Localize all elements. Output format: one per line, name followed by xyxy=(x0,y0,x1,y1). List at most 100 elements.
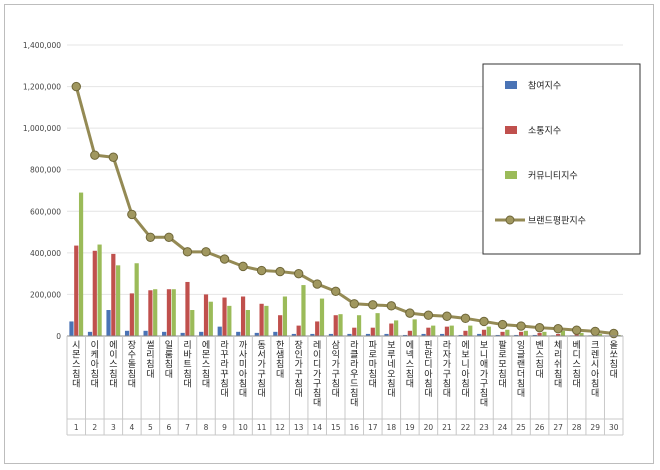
bar-커뮤니티지수-2 xyxy=(97,244,102,336)
y-tick-label: 1,200,000 xyxy=(23,83,61,92)
bar-커뮤니티지수-17 xyxy=(375,313,380,336)
bar-커뮤니티지수-16 xyxy=(356,315,362,336)
rank-label: 11 xyxy=(257,423,267,432)
bar-참여지수-23 xyxy=(477,333,482,336)
bar-소통지수-3 xyxy=(111,253,116,336)
legend-label: 참여지수 xyxy=(528,80,561,92)
y-tick-label: 1,400,000 xyxy=(23,41,61,50)
bar-커뮤니티지수-18 xyxy=(394,320,399,336)
bar-커뮤니티지수-9 xyxy=(227,305,232,336)
y-tick-label: 600,000 xyxy=(30,207,61,216)
bar-참여지수-26 xyxy=(532,334,537,336)
line-point-7 xyxy=(182,247,193,257)
rank-label: 21 xyxy=(442,423,452,432)
rank-label: 27 xyxy=(553,423,563,432)
bar-소통지수-25 xyxy=(518,331,524,336)
chart-frame: 0 200,000 400,000 600,000 800,000 1,000,000 1,… xyxy=(4,4,654,464)
bar-참여지수-3 xyxy=(106,310,111,336)
rank-label: 10 xyxy=(238,423,248,432)
x-axis-labels: 시 몬 스 침 대 1 이 케 아 침 대 2 에 이 스 침 대 3 장 수 돌 침 대 4 썰 리 침 대 5 일 룸 침 대 6 리 바 트 침 대 7… xyxy=(72,339,619,432)
bar-커뮤니티지수-22 xyxy=(468,325,473,336)
bar-커뮤니티지수-10 xyxy=(245,310,250,336)
y-axis-ticks: 0 200,000 400,000 600,000 800,000 1,000,000 1,… xyxy=(23,41,61,341)
rank-label: 6 xyxy=(167,423,172,432)
rank-label: 2 xyxy=(92,423,97,432)
bar-커뮤니티지수-24 xyxy=(505,329,510,336)
rank-label: 16 xyxy=(349,423,359,432)
rank-label: 20 xyxy=(424,423,434,432)
line-point-18 xyxy=(386,301,397,311)
grid-lines xyxy=(67,44,623,295)
bar-참여지수-6 xyxy=(162,331,167,336)
bar-커뮤니티지수-11 xyxy=(264,305,269,336)
line-point-15 xyxy=(331,286,341,297)
bar-소통지수-10 xyxy=(240,296,246,336)
line-point-8 xyxy=(201,247,211,257)
bar-참여지수-24 xyxy=(495,334,500,336)
bar-커뮤니티지수-26 xyxy=(542,331,547,336)
bar-참여지수-10 xyxy=(236,331,241,336)
bar-소통지수-8 xyxy=(203,294,209,336)
bar-커뮤니티지수-7 xyxy=(190,310,195,336)
rank-label: 14 xyxy=(312,423,322,432)
y-tick-label: 1,000,000 xyxy=(23,124,61,133)
rank-label: 28 xyxy=(572,423,582,432)
rank-label: 8 xyxy=(204,423,209,432)
bar-커뮤니티지수-23 xyxy=(486,326,491,336)
y-tick-label: 400,000 xyxy=(30,249,61,258)
bar-소통지수-27 xyxy=(556,333,561,336)
bar-소통지수-22 xyxy=(463,330,468,336)
bar-참여지수-16 xyxy=(347,333,352,336)
bar-참여지수-13 xyxy=(291,333,296,336)
bar-소통지수-19 xyxy=(407,330,412,336)
rank-label: 29 xyxy=(590,423,600,432)
bar-커뮤니티지수-1 xyxy=(78,192,84,336)
line-series xyxy=(71,81,619,339)
bar-소통지수-21 xyxy=(444,326,450,336)
line-point-19 xyxy=(405,308,415,318)
line-point-22 xyxy=(460,313,471,324)
line-point-29 xyxy=(590,326,600,337)
rank-label: 30 xyxy=(609,423,619,432)
bar-소통지수-1 xyxy=(74,245,79,336)
bar-커뮤니티지수-6 xyxy=(171,289,176,336)
line-point-1 xyxy=(71,81,81,92)
bar-커뮤니티지수-12 xyxy=(282,296,288,336)
bar-커뮤니티지수-5 xyxy=(153,289,158,336)
bar-커뮤니티지수-21 xyxy=(449,325,454,336)
bar-참여지수-19 xyxy=(402,334,408,336)
bar-참여지수-17 xyxy=(365,333,371,336)
rank-label: 5 xyxy=(148,423,153,432)
legend-label: 커뮤니티지수 xyxy=(528,171,578,182)
line-point-16 xyxy=(349,299,359,309)
bar-커뮤니티지수-15 xyxy=(338,314,343,336)
bar-참여지수-14 xyxy=(310,333,315,336)
rank-label: 3 xyxy=(111,423,116,432)
bar-커뮤니티지수-27 xyxy=(560,330,566,336)
rank-label: 1 xyxy=(74,423,79,432)
x-axis xyxy=(66,335,624,436)
line-point-11 xyxy=(256,265,267,276)
bar-참여지수-9 xyxy=(217,326,222,336)
rank-label: 15 xyxy=(331,423,341,432)
line-point-25 xyxy=(516,321,526,331)
bar-참여지수-12 xyxy=(273,331,278,336)
